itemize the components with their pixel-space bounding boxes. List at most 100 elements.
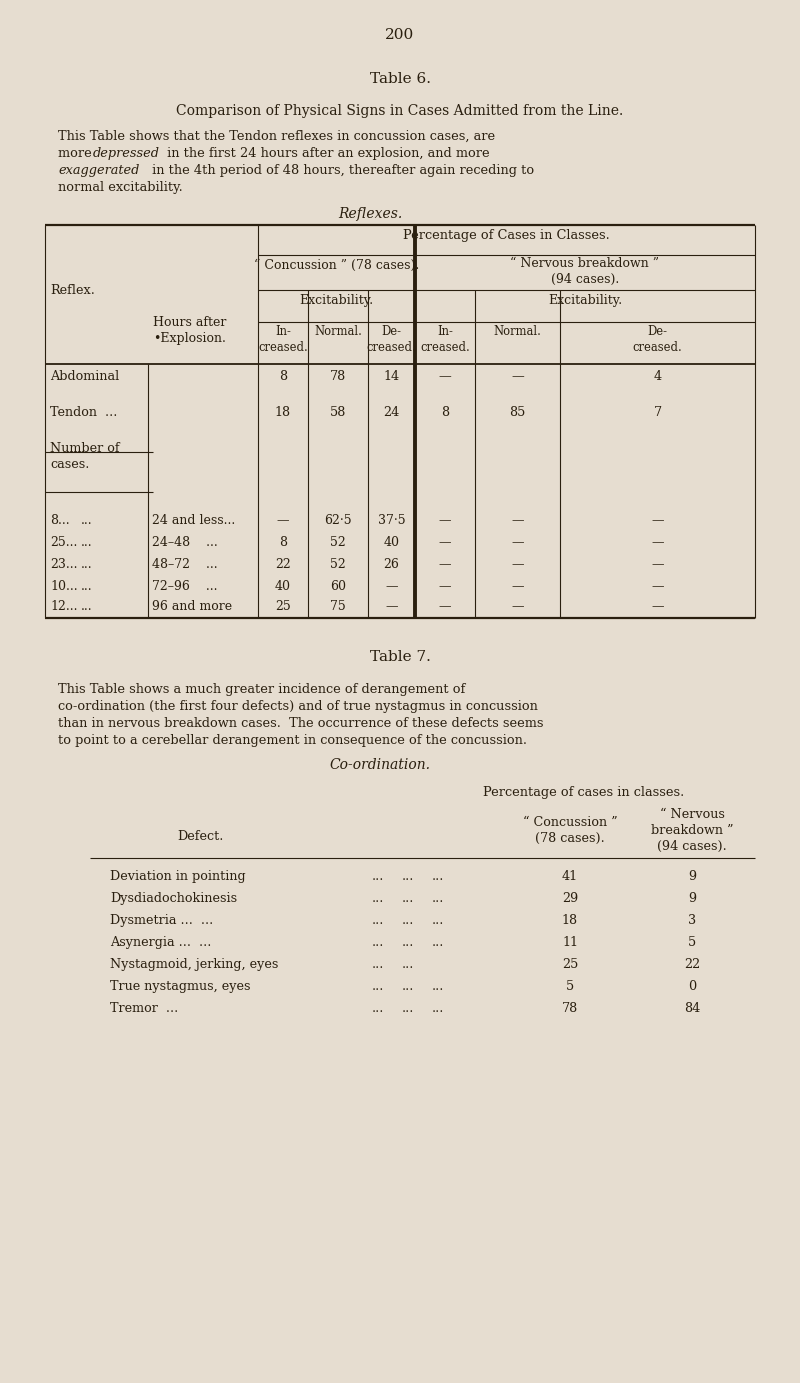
Text: ...: ...	[402, 914, 414, 927]
Text: ...: ...	[372, 1003, 384, 1015]
Text: 5: 5	[566, 981, 574, 993]
Text: ...: ...	[402, 936, 414, 949]
Text: “ Nervous breakdown ”: “ Nervous breakdown ”	[510, 257, 659, 270]
Text: (94 cases).: (94 cases).	[657, 839, 727, 853]
Text: 84: 84	[684, 1003, 700, 1015]
Text: 14: 14	[383, 371, 399, 383]
Text: 96 and more: 96 and more	[152, 600, 232, 613]
Text: 52: 52	[330, 537, 346, 549]
Text: —: —	[651, 537, 664, 549]
Text: In-
creased.: In- creased.	[420, 325, 470, 354]
Text: Excitability.: Excitability.	[299, 295, 374, 307]
Text: —: —	[511, 514, 524, 527]
Text: ...: ...	[81, 557, 93, 571]
Text: 37·5: 37·5	[378, 514, 406, 527]
Text: 9: 9	[688, 870, 696, 882]
Text: ...: ...	[81, 600, 93, 613]
Text: ...: ...	[432, 892, 444, 904]
Text: Tendon  ...: Tendon ...	[50, 407, 118, 419]
Text: 24 and less...: 24 and less...	[152, 514, 235, 527]
Text: (78 cases).: (78 cases).	[535, 833, 605, 845]
Text: Dysdiadochokinesis: Dysdiadochokinesis	[110, 892, 237, 904]
Text: breakdown ”: breakdown ”	[650, 824, 734, 837]
Text: ...: ...	[432, 1003, 444, 1015]
Text: Table 6.: Table 6.	[370, 72, 430, 86]
Text: depressed: depressed	[93, 147, 160, 160]
Text: “ Nervous: “ Nervous	[659, 808, 725, 822]
Text: —: —	[438, 579, 451, 593]
Text: —: —	[277, 514, 290, 527]
Text: “ Concussion ” (78 cases).: “ Concussion ” (78 cases).	[254, 259, 419, 272]
Text: 78: 78	[330, 371, 346, 383]
Text: Reflex.: Reflex.	[50, 285, 95, 297]
Text: ...: ...	[402, 870, 414, 882]
Text: 8...: 8...	[50, 514, 70, 527]
Text: Nystagmoid, jerking, eyes: Nystagmoid, jerking, eyes	[110, 958, 278, 971]
Text: —: —	[438, 371, 451, 383]
Text: ...: ...	[81, 579, 93, 593]
Text: Table 7.: Table 7.	[370, 650, 430, 664]
Text: (94 cases).: (94 cases).	[551, 272, 619, 286]
Text: ...: ...	[372, 936, 384, 949]
Text: 41: 41	[562, 870, 578, 882]
Text: ...: ...	[81, 537, 93, 549]
Text: This Table shows a much greater incidence of derangement of: This Table shows a much greater incidenc…	[58, 683, 466, 696]
Text: normal excitability.: normal excitability.	[58, 181, 182, 194]
Text: Excitability.: Excitability.	[548, 295, 622, 307]
Text: 40: 40	[383, 537, 399, 549]
Text: De-
creased.: De- creased.	[366, 325, 416, 354]
Text: Deviation in pointing: Deviation in pointing	[110, 870, 246, 882]
Text: 12...: 12...	[50, 600, 78, 613]
Text: 78: 78	[562, 1003, 578, 1015]
Text: —: —	[651, 600, 664, 613]
Text: In-
creased.: In- creased.	[258, 325, 308, 354]
Text: 25...: 25...	[50, 537, 78, 549]
Text: 10...: 10...	[50, 579, 78, 593]
Text: 11: 11	[562, 936, 578, 949]
Text: 60: 60	[330, 579, 346, 593]
Text: ...: ...	[432, 981, 444, 993]
Text: 85: 85	[510, 407, 526, 419]
Text: Normal.: Normal.	[314, 325, 362, 337]
Text: Hours after: Hours after	[153, 315, 226, 329]
Text: 18: 18	[562, 914, 578, 927]
Text: 48–72    ...: 48–72 ...	[152, 557, 218, 571]
Text: 25: 25	[562, 958, 578, 971]
Text: Percentage of Cases in Classes.: Percentage of Cases in Classes.	[403, 230, 610, 242]
Text: De-
creased.: De- creased.	[633, 325, 682, 354]
Text: ...: ...	[372, 892, 384, 904]
Text: •Explosion.: •Explosion.	[153, 332, 226, 344]
Text: 0: 0	[688, 981, 696, 993]
Text: ...: ...	[372, 914, 384, 927]
Text: 62·5: 62·5	[324, 514, 352, 527]
Text: ...: ...	[402, 981, 414, 993]
Text: —: —	[438, 557, 451, 571]
Text: 4: 4	[654, 371, 662, 383]
Text: Dysmetria ...  ...: Dysmetria ... ...	[110, 914, 214, 927]
Text: 29: 29	[562, 892, 578, 904]
Text: 26: 26	[383, 557, 399, 571]
Text: 58: 58	[330, 407, 346, 419]
Text: 8: 8	[279, 537, 287, 549]
Text: Co-ordination.: Co-ordination.	[330, 758, 430, 772]
Text: than in nervous breakdown cases.  The occurrence of these defects seems: than in nervous breakdown cases. The occ…	[58, 716, 543, 730]
Text: —: —	[511, 371, 524, 383]
Text: 23...: 23...	[50, 557, 78, 571]
Text: 9: 9	[688, 892, 696, 904]
Text: 52: 52	[330, 557, 346, 571]
Text: —: —	[511, 579, 524, 593]
Text: Abdominal: Abdominal	[50, 371, 119, 383]
Text: ...: ...	[432, 870, 444, 882]
Text: Tremor  ...: Tremor ...	[110, 1003, 178, 1015]
Text: Normal.: Normal.	[494, 325, 542, 337]
Text: 8: 8	[279, 371, 287, 383]
Text: ...: ...	[432, 936, 444, 949]
Text: co-ordination (the first four defects) and of true nystagmus in concussion: co-ordination (the first four defects) a…	[58, 700, 538, 714]
Text: Comparison of Physical Signs in Cases Admitted from the Line.: Comparison of Physical Signs in Cases Ad…	[176, 104, 624, 118]
Text: ...: ...	[372, 870, 384, 882]
Text: ...: ...	[402, 958, 414, 971]
Text: more: more	[58, 147, 96, 160]
Text: —: —	[651, 514, 664, 527]
Text: —: —	[511, 557, 524, 571]
Text: This Table shows that the Tendon reflexes in concussion cases, are: This Table shows that the Tendon reflexe…	[58, 130, 495, 142]
